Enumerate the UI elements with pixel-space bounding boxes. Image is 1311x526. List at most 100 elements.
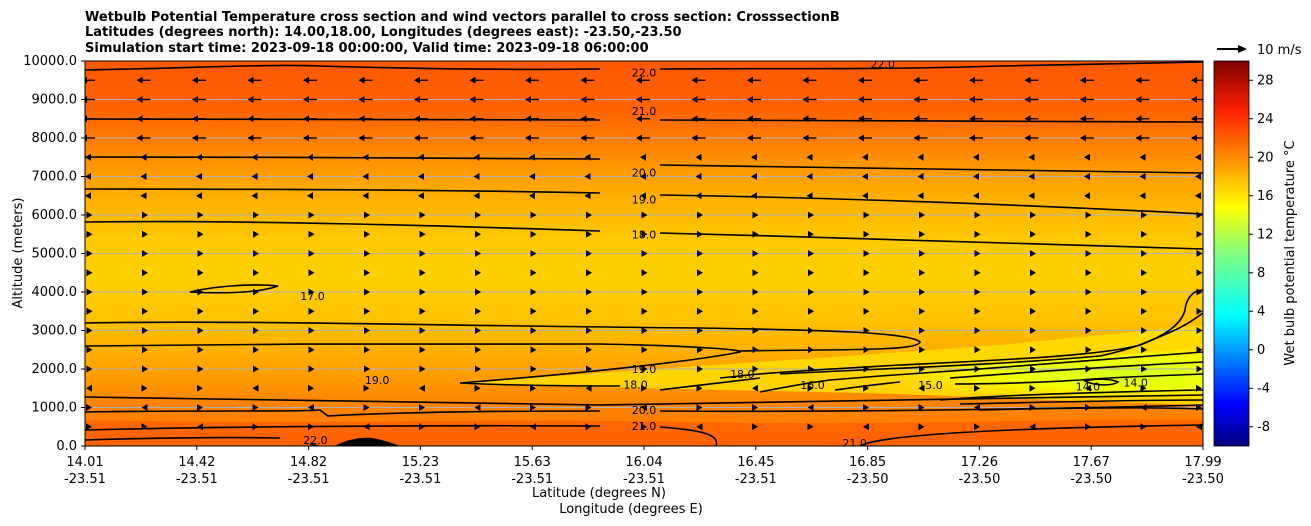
wind-vector-head	[697, 211, 703, 219]
contour-label: 18.0	[632, 228, 657, 241]
wind-vector-head	[414, 96, 420, 103]
wind-vector-head	[918, 423, 925, 431]
wind-vector-head	[192, 96, 198, 103]
wind-vector-head	[364, 250, 370, 257]
wind-vector-head	[530, 346, 537, 354]
wind-vector-head	[913, 96, 920, 103]
y-tick-label: 4000.0	[32, 285, 78, 300]
wind-vector-head	[530, 404, 536, 411]
wind-vector-head	[142, 327, 148, 334]
wind-vector-head	[475, 230, 481, 238]
x-tick-label-lon: -23.51	[64, 472, 106, 487]
wind-vector-head	[747, 76, 753, 84]
wind-vector-head	[917, 153, 924, 161]
wind-vector-head	[419, 230, 426, 238]
wind-vector-head	[807, 404, 814, 411]
wind-vector-head	[858, 96, 864, 103]
wind-vector-head	[1196, 327, 1203, 334]
wind-vector-head	[863, 423, 869, 431]
contour-22-top	[85, 61, 1203, 71]
wind-vector-head	[1141, 230, 1147, 238]
wind-vector-head	[1028, 153, 1035, 161]
wind-vector-head	[691, 76, 698, 84]
wind-vector-head	[641, 288, 648, 296]
wind-vector-head	[863, 404, 869, 411]
wind-vector-head	[197, 384, 203, 392]
wind-vector-head	[142, 307, 148, 315]
wind-vector-head	[197, 365, 204, 373]
wind-vector-head	[253, 365, 259, 373]
wind-vector-head	[469, 134, 476, 142]
wind-vector-head	[636, 76, 642, 84]
wind-vector-head	[806, 153, 813, 161]
wind-vector-head	[1024, 134, 1031, 142]
wind-vector-head	[919, 307, 925, 315]
x-tick-label-lon: -23.51	[511, 472, 553, 487]
colorbar-tick-label: 0	[1257, 343, 1265, 358]
wind-vector-head	[197, 423, 203, 431]
x-tick-label-lat: 16.85	[849, 455, 886, 470]
wind-vector-head	[142, 346, 148, 354]
wind-vector-head	[1030, 269, 1036, 277]
wind-vector-head	[1080, 96, 1086, 103]
wind-vector-head	[308, 269, 315, 277]
wind-vector-head	[641, 404, 647, 411]
wind-vector-head	[917, 173, 924, 180]
contour-label: 19.0	[632, 194, 657, 207]
wind-vector-head	[1196, 269, 1203, 277]
quiver-key-label: 10 m/s	[1257, 43, 1302, 58]
contour-label: 22.0	[632, 67, 657, 80]
wind-vector-head	[586, 307, 592, 315]
wind-vector-head	[1030, 211, 1036, 219]
wind-vector-head	[586, 288, 592, 296]
wind-vector-head	[251, 173, 258, 180]
wind-vector-head	[919, 346, 925, 354]
wind-vector-head	[1140, 384, 1147, 392]
y-tick-label: 10000.0	[23, 54, 77, 69]
wind-vector-head	[1024, 115, 1031, 123]
wind-vector-head	[1191, 134, 1197, 142]
wind-vector-head	[1135, 96, 1142, 103]
wind-vector-head	[414, 115, 420, 123]
x-tick-label-lat: 15.23	[402, 455, 439, 470]
wind-vector-head	[247, 134, 254, 142]
wind-vector-head	[86, 211, 93, 219]
wind-vector-head	[308, 365, 315, 373]
wind-vector-head	[917, 192, 924, 200]
wind-vector-head	[640, 173, 646, 180]
colorbar-tick-label: 20	[1257, 150, 1274, 165]
wind-vector-head	[636, 134, 642, 142]
wind-vector-head	[862, 153, 868, 161]
wind-vector-head	[1084, 153, 1090, 161]
wind-vector-head	[580, 96, 587, 103]
wind-vector-head	[1085, 269, 1092, 277]
quiver-key: 10 m/s	[1217, 43, 1302, 58]
wind-vector-head	[1135, 134, 1142, 142]
wind-vector-head	[308, 346, 315, 354]
wind-vector-head	[974, 269, 981, 277]
wind-vector-head	[197, 307, 204, 315]
wind-vector-head	[863, 211, 870, 219]
wind-vector-head	[85, 192, 91, 200]
wind-vector-head	[358, 76, 365, 84]
y-tick-label: 3000.0	[32, 324, 78, 339]
wind-vector-head	[247, 96, 254, 103]
wind-vector-head	[419, 404, 425, 411]
wind-vector-head	[1080, 76, 1086, 84]
wind-vector-head	[142, 288, 148, 296]
wind-vector-head	[751, 153, 757, 161]
wind-vector-head	[418, 192, 424, 200]
wind-vector-head	[475, 269, 481, 277]
wind-vector-head	[197, 327, 204, 334]
contour-label: 22.0	[871, 58, 896, 71]
contour-15	[834, 361, 1203, 391]
y-tick-label: 5000.0	[32, 247, 78, 262]
wind-vector-head	[641, 230, 648, 238]
contour-label: 14.0	[1076, 380, 1101, 393]
wind-vector-head	[808, 230, 814, 238]
wind-vector-head	[363, 404, 370, 411]
wind-vector-head	[358, 134, 365, 142]
x-axis-label-lon: Longitude (degrees E)	[559, 502, 703, 517]
wind-vector-head	[362, 192, 369, 200]
wind-vector-head	[695, 173, 702, 180]
